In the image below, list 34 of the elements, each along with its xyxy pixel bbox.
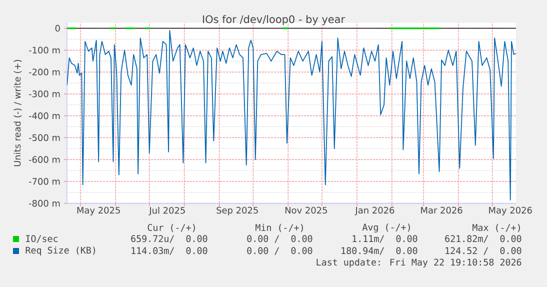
text: 114.03m/ 0.00 <box>132 247 208 255</box>
legend-label: Req Size (KB) <box>26 246 96 256</box>
text: Last update: Fri May 22 19:10:58 2026 <box>316 258 522 268</box>
y-axis-title: Units read (-) / write (+) <box>14 60 22 166</box>
text: 0.00 / 0.00 <box>247 247 312 255</box>
y-tick-label: -500 m <box>28 134 60 142</box>
text: 124.52 / 0.00 <box>446 247 522 255</box>
text: 180.94m/ 0.00 <box>342 247 418 255</box>
legend-label: IO/sec <box>26 235 58 243</box>
y-tick-label: 0 <box>55 24 60 32</box>
y-tick-label: -300 m <box>28 90 60 98</box>
text: Avg (-/+) <box>362 224 410 232</box>
text: Max (-/+) <box>472 224 520 232</box>
text: Min (-/+) <box>256 224 303 232</box>
y-tick-label: -200 m <box>28 68 60 76</box>
text: 0.00 / 0.00 <box>247 235 312 243</box>
x-tick-label: May 2026 <box>489 206 532 216</box>
y-tick-label: -600 m <box>28 156 60 163</box>
x-tick-label: Sep 2025 <box>216 206 258 216</box>
text: 621.82m/ 0.00 <box>445 235 522 243</box>
x-tick-label: Nov 2025 <box>285 206 327 214</box>
y-tick-label: -800 m <box>28 200 60 207</box>
x-tick-label: Jan 2026 <box>354 206 394 216</box>
x-tick-label: May 2025 <box>77 206 120 216</box>
x-tick-label: Jul 2025 <box>148 206 185 216</box>
line-series <box>67 30 516 200</box>
x-tick-label: Mar 2026 <box>421 206 462 214</box>
y-tick-label: -100 m <box>28 46 60 54</box>
chart-title: IOs for /dev/loop0 - by year <box>203 15 346 26</box>
y-tick-label: -400 m <box>28 112 60 120</box>
text: Cur (-/+) <box>148 224 195 232</box>
text: 1.11m/ 0.00 <box>352 235 418 243</box>
text: 659.72u/ 0.00 <box>131 235 208 243</box>
y-tick-label: -700 m <box>28 178 60 185</box>
